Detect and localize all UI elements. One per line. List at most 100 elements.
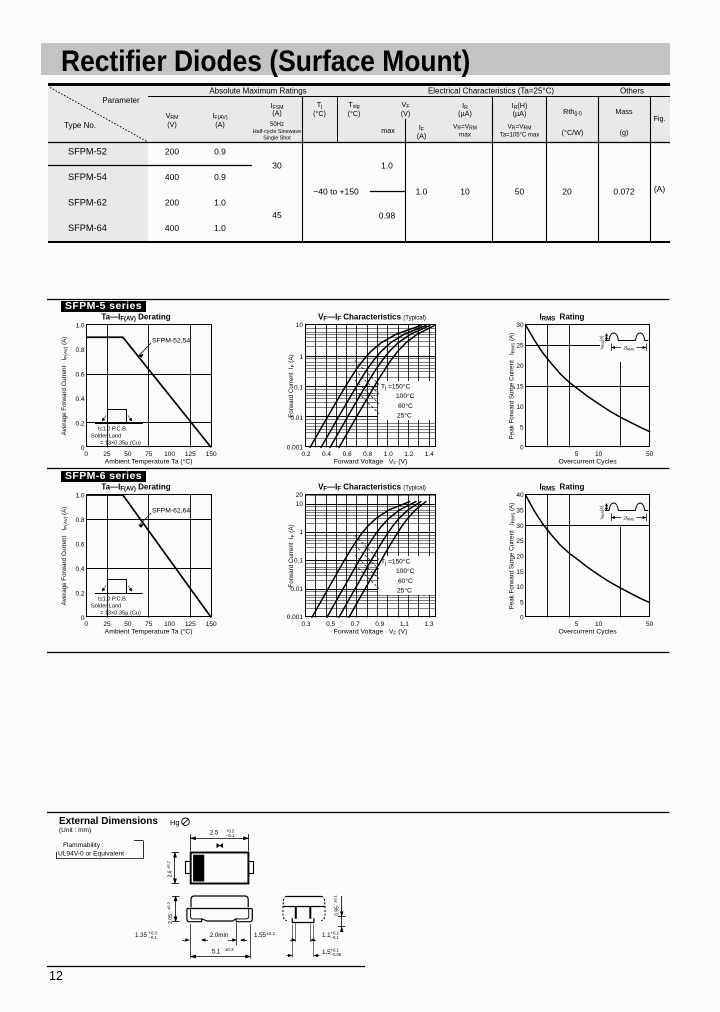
- svg-text:Type No.: Type No.: [64, 121, 96, 130]
- svg-text:25: 25: [103, 451, 111, 458]
- svg-text:0.001: 0.001: [287, 614, 304, 621]
- svg-text:1.1: 1.1: [400, 621, 409, 628]
- svg-text:5: 5: [520, 599, 524, 606]
- svg-text:VF—IF Characteristics (Typical: VF—IF Characteristics (Typical): [318, 313, 426, 323]
- svg-text:UL94V-0 or Equivalent: UL94V-0 or Equivalent: [58, 851, 124, 858]
- svg-text:VF—IF Characteristics (Typical: VF—IF Characteristics (Typical): [318, 483, 426, 493]
- svg-text:100°C: 100°C: [396, 392, 415, 400]
- svg-text:0.5: 0.5: [326, 621, 335, 628]
- svg-text:20: 20: [516, 553, 524, 560]
- svg-text:Solder Land: Solder Land: [91, 434, 121, 440]
- svg-text:SFPM-62: SFPM-62: [68, 198, 107, 208]
- svg-text:Solder Land: Solder Land: [91, 604, 121, 610]
- svg-text:15: 15: [516, 383, 524, 390]
- svg-text:0.01: 0.01: [290, 586, 303, 593]
- svg-text:10: 10: [595, 621, 603, 628]
- svg-text:1: 1: [299, 529, 303, 536]
- svg-text:+0.2: +0.2: [226, 829, 235, 834]
- svg-text:0.9: 0.9: [375, 621, 384, 628]
- svg-text:10: 10: [296, 322, 304, 329]
- svg-text:25°C: 25°C: [397, 587, 412, 595]
- svg-text:Overcurrent Cycles: Overcurrent Cycles: [559, 629, 618, 636]
- svg-text:125: 125: [185, 621, 196, 628]
- svg-text:Tstg: Tstg: [348, 100, 359, 110]
- svg-text:0.6: 0.6: [75, 371, 84, 378]
- svg-text:Average Forward Current IF(A: Average Forward Current IF(AV) (A): [61, 507, 69, 606]
- svg-text:Overcurrent Cycles: Overcurrent Cycles: [559, 459, 618, 466]
- svg-text:1.5: 1.5: [322, 949, 331, 956]
- svg-text:25°C: 25°C: [397, 412, 412, 420]
- svg-text:SFPM-52,54: SFPM-52,54: [152, 338, 190, 345]
- svg-text:−0.1: −0.1: [331, 935, 340, 940]
- svg-text:2fRMS: 2fRMS: [623, 345, 634, 351]
- svg-text:0.2: 0.2: [75, 590, 84, 597]
- svg-text:1.0: 1.0: [214, 198, 226, 208]
- svg-text:Tj: Tj: [317, 100, 323, 110]
- svg-text:10: 10: [460, 187, 470, 197]
- svg-text:0: 0: [520, 445, 524, 452]
- svg-text:20: 20: [516, 363, 524, 370]
- svg-text:IR(H): IR(H): [512, 101, 528, 111]
- svg-text:SFPM-62,64: SFPM-62,64: [152, 508, 190, 515]
- svg-text:Tj =150°C: Tj =150°C: [381, 383, 410, 392]
- svg-text:Parameter: Parameter: [102, 96, 140, 105]
- svg-text:100: 100: [164, 621, 175, 628]
- svg-text:±0.2: ±0.2: [166, 860, 171, 869]
- svg-text:SFPM-54: SFPM-54: [68, 172, 107, 182]
- svg-text:(µA): (µA): [513, 109, 527, 118]
- svg-text:25: 25: [516, 538, 524, 545]
- svg-text:0: 0: [84, 451, 88, 458]
- svg-text:t≤1.0 P.C.B.: t≤1.0 P.C.B.: [98, 427, 128, 433]
- svg-text:Fig.: Fig.: [654, 114, 666, 123]
- svg-text:0: 0: [81, 445, 85, 452]
- svg-text:1.0: 1.0: [416, 187, 428, 197]
- svg-text:1.4: 1.4: [425, 451, 434, 458]
- svg-text:0.1: 0.1: [294, 385, 303, 392]
- svg-text:10: 10: [595, 451, 603, 458]
- svg-text:= 13×0.35µ (Cu): = 13×0.35µ (Cu): [100, 611, 141, 617]
- svg-text:Forward Current IF (A): Forward Current IF (A): [288, 524, 296, 587]
- svg-text:Forward Current IF (A): Forward Current IF (A): [288, 354, 296, 417]
- svg-text:±0.2: ±0.2: [166, 901, 171, 910]
- svg-text:75: 75: [145, 451, 153, 458]
- svg-text:Tj =150°C: Tj =150°C: [381, 558, 410, 567]
- svg-text:IFSM: IFSM: [271, 101, 284, 111]
- svg-text:Absolute Maximum Ratings: Absolute Maximum Ratings: [209, 87, 306, 96]
- svg-text:Others: Others: [620, 87, 644, 96]
- svg-text:Ta—IF(AV) Derating: Ta—IF(AV) Derating: [101, 483, 170, 493]
- svg-text:SFPM-64: SFPM-64: [68, 223, 107, 233]
- svg-text:(A): (A): [654, 184, 666, 194]
- svg-text:0.7: 0.7: [351, 621, 360, 628]
- svg-text:Forward Voltage VF (V): Forward Voltage VF (V): [334, 459, 408, 467]
- svg-text:Peak Forward Surge Current I: Peak Forward Surge Current IRMS (A): [509, 333, 517, 440]
- svg-text:2.0min: 2.0min: [210, 932, 229, 939]
- svg-text:(°C): (°C): [348, 109, 361, 118]
- svg-text:Rth(j-l): Rth(j-l): [563, 107, 582, 117]
- svg-text:0: 0: [520, 615, 524, 622]
- svg-text:40: 40: [516, 492, 524, 499]
- svg-text:−40 to +150: −40 to +150: [313, 187, 359, 197]
- svg-text:IRMS(A): IRMS(A): [599, 505, 605, 519]
- svg-text:5: 5: [575, 451, 579, 458]
- svg-text:1.0: 1.0: [214, 223, 226, 233]
- svg-text:2fRMS: 2fRMS: [623, 515, 634, 521]
- svg-text:max: max: [381, 126, 395, 135]
- svg-text:+0.3: +0.3: [149, 931, 158, 936]
- svg-text:±0.1: ±0.1: [267, 931, 276, 936]
- svg-text:0: 0: [84, 621, 88, 628]
- svg-text:0.4: 0.4: [75, 396, 84, 403]
- svg-text:(°C/W): (°C/W): [562, 128, 584, 137]
- svg-text:−0.05: −0.05: [331, 952, 342, 957]
- svg-text:(A): (A): [417, 132, 427, 141]
- svg-text:50: 50: [124, 451, 132, 458]
- svg-text:15: 15: [516, 569, 524, 576]
- svg-text:1.0: 1.0: [75, 492, 84, 499]
- svg-text:0.98: 0.98: [379, 211, 396, 221]
- svg-text:1.0: 1.0: [75, 322, 84, 329]
- svg-text:75: 75: [145, 621, 153, 628]
- svg-text:+0.2: +0.2: [331, 931, 340, 936]
- svg-text:0.95: 0.95: [335, 906, 341, 916]
- svg-text:0.8: 0.8: [75, 347, 84, 354]
- svg-text:0.9: 0.9: [214, 147, 226, 157]
- svg-text:0.4: 0.4: [75, 566, 84, 573]
